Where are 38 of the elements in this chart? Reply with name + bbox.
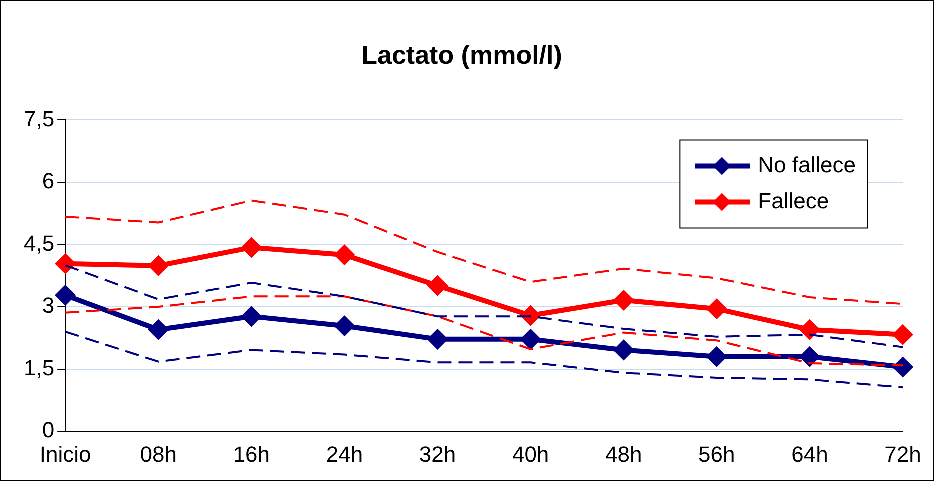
chart-title: Lactato (mmol/l): [362, 40, 562, 70]
point: [242, 238, 262, 258]
x-tick-label: 24h: [326, 442, 364, 467]
x-tick-label: 56h: [698, 442, 736, 467]
line-series: [64, 330, 904, 389]
point: [56, 286, 76, 305]
x-tick-label: Inicio: [40, 442, 92, 467]
point: [149, 320, 168, 340]
point: [707, 347, 726, 366]
point: [242, 307, 262, 326]
x-tick-label: 08h: [140, 442, 177, 467]
x-tick-label: 40h: [512, 442, 550, 467]
point: [428, 276, 448, 296]
point: [800, 320, 820, 340]
point: [56, 254, 76, 274]
point: [521, 330, 540, 349]
point: [614, 290, 634, 310]
point: [614, 340, 634, 360]
x-tick-label: 16h: [233, 442, 270, 467]
legend-label: No fallece: [758, 152, 856, 178]
y-tick-label: 7,5: [24, 106, 55, 132]
point: [335, 246, 354, 265]
y-tick-label: 0: [42, 418, 55, 443]
x-tick-label: 32h: [419, 442, 456, 467]
y-tick-label: 1,5: [24, 355, 55, 380]
y-tick-label: 4,5: [24, 230, 55, 256]
point: [894, 325, 912, 344]
point: [707, 300, 726, 319]
point: [149, 256, 168, 276]
point: [335, 316, 354, 336]
legend-label: Fallece: [758, 188, 830, 214]
point: [800, 347, 820, 366]
y-tick-label: 3: [42, 293, 55, 318]
x-tick-label: 48h: [606, 442, 642, 467]
x-tick-label: 64h: [792, 442, 828, 467]
point: [428, 330, 448, 349]
x-tick-label: 72h: [884, 442, 922, 467]
y-tick-label: 6: [42, 168, 55, 194]
